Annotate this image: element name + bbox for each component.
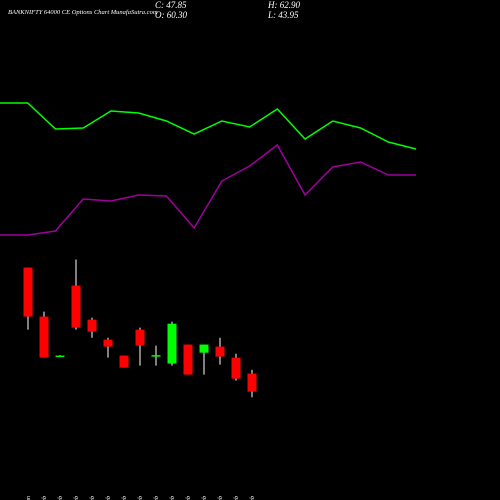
candle-body — [183, 344, 193, 375]
candle-body — [231, 357, 241, 379]
x-tick-label: 06 Feb — [122, 496, 128, 500]
indicator-line — [0, 143, 416, 236]
x-tick-label: 19 Feb — [186, 496, 192, 500]
candle-body — [103, 339, 113, 347]
x-tick-label: 17 Feb — [154, 496, 160, 500]
x-tick-label: 03 Feb — [74, 496, 80, 500]
x-tick-label: 24 Feb — [233, 496, 240, 500]
high-label: H: 62.90 — [267, 0, 300, 10]
candle-body — [247, 373, 257, 392]
candle-body — [167, 323, 177, 364]
chart-title: BANKNIFTY 64000 CE Options Chart MunafaS… — [8, 9, 158, 16]
candle-body — [119, 355, 129, 368]
candle-body — [71, 285, 81, 328]
indicator-line — [0, 102, 417, 150]
x-tick-label: 30 Jan — [26, 496, 32, 500]
x-tick-label: 20 Feb — [202, 496, 208, 500]
candle-body — [199, 344, 209, 353]
x-tick-label: 23 Feb — [218, 496, 224, 500]
candle-body — [135, 329, 145, 346]
candle-body — [151, 355, 161, 357]
x-tick-label: 02 Feb — [58, 496, 64, 500]
candle-body — [87, 319, 97, 332]
candle-body — [39, 316, 49, 358]
x-tick-label: 01 Feb — [42, 496, 48, 500]
open-label: O: 60.30 — [155, 10, 187, 20]
candle-body — [215, 346, 225, 357]
x-tick-label: 04 Feb — [89, 496, 96, 500]
x-tick-label: 25 Feb — [250, 496, 256, 500]
low-label: L: 43.95 — [267, 10, 299, 20]
candle-body — [55, 355, 65, 358]
x-tick-label: 16 Feb — [138, 496, 144, 500]
x-tick-label: 18 Feb — [170, 496, 176, 500]
close-label: C: 47.85 — [155, 0, 187, 10]
x-tick-label: 05 Feb — [106, 496, 112, 500]
candle-body — [23, 267, 33, 317]
